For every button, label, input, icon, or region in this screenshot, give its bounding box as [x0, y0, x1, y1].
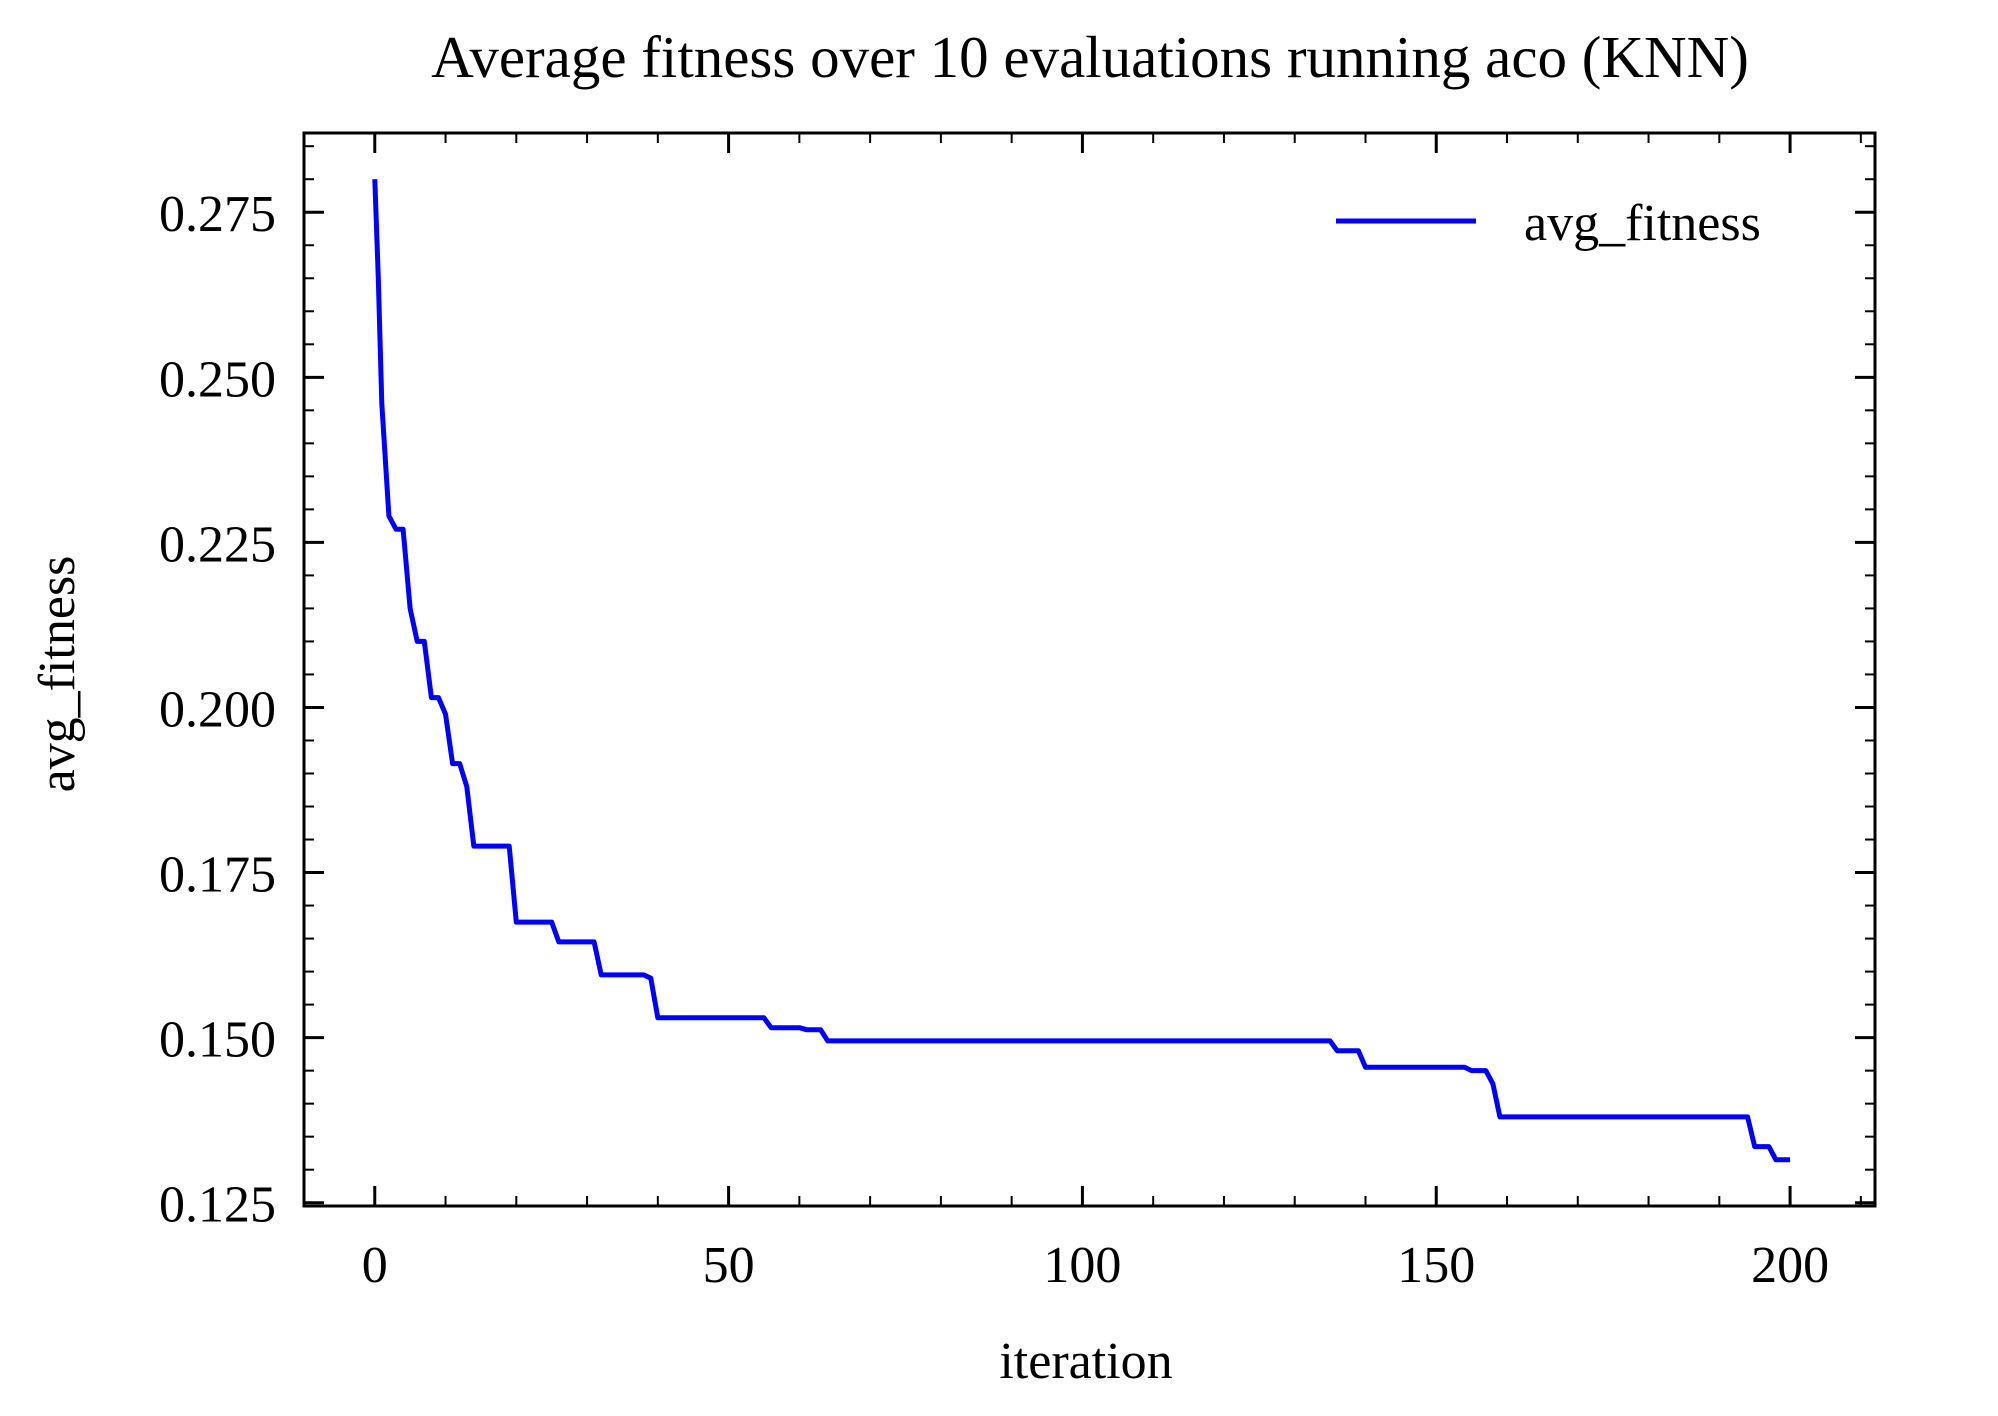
legend: avg_fitness [1336, 195, 1761, 252]
y-tick-label: 0.125 [159, 1177, 276, 1234]
x-axis-label: iteration [999, 1333, 1172, 1390]
x-tick-label: 100 [1043, 1237, 1121, 1294]
x-axis: 0 50 100 150 200 [303, 133, 1862, 1294]
plot-frame [302, 131, 1877, 1208]
series-line-avg_fitness [372, 179, 1791, 1163]
y-tick-label: 0.275 [159, 186, 276, 243]
y-tick-label: 0.225 [159, 516, 276, 573]
x-tick-label: 200 [1751, 1237, 1829, 1294]
y-axis-label: avg_fitness [29, 556, 86, 793]
y-tick-label: 0.250 [159, 351, 276, 408]
y-tick-label: 0.150 [159, 1012, 276, 1069]
x-tick-label: 150 [1397, 1237, 1475, 1294]
chart-title: Average fitness over 10 evaluations runn… [431, 24, 1749, 90]
y-tick-label: 0.175 [159, 847, 276, 904]
y-axis: 0.125 0.150 0.175 0.200 0.225 0.250 0.275 [159, 145, 1875, 1234]
y-tick-label: 0.200 [159, 681, 276, 738]
plot-area [302, 131, 1877, 1208]
legend-label: avg_fitness [1524, 195, 1761, 252]
x-tick-label: 50 [703, 1237, 755, 1294]
x-tick-label: 0 [362, 1237, 388, 1294]
